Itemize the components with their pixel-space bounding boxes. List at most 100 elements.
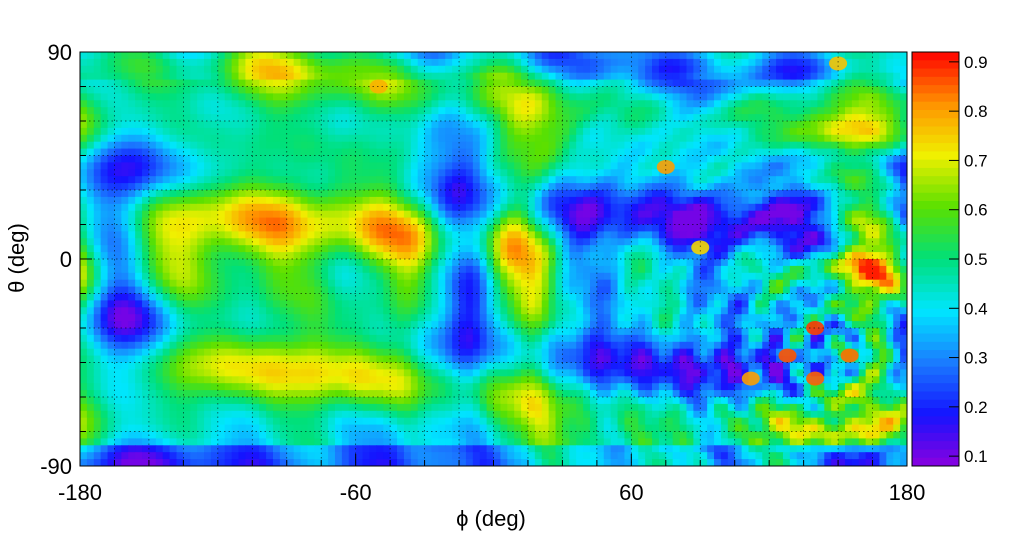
- heatmap-cell: [824, 141, 832, 150]
- heatmap-cell: [410, 190, 419, 198]
- heatmap-cell: [596, 286, 605, 295]
- heatmap-cell: [452, 52, 460, 60]
- heatmap-cell: [238, 141, 246, 150]
- heatmap-cell: [362, 293, 371, 301]
- heatmap-cell: [348, 79, 357, 88]
- heatmap-cell: [514, 93, 522, 101]
- heatmap-cell: [390, 183, 398, 191]
- heatmap-cell: [334, 217, 343, 226]
- heatmap-cell: [789, 52, 798, 60]
- heatmap-cell: [272, 203, 281, 212]
- heatmap-cell: [851, 176, 860, 184]
- heatmap-cell: [286, 183, 295, 191]
- heatmap-cell: [893, 314, 901, 322]
- heatmap-cell: [259, 245, 267, 253]
- heatmap-cell: [803, 86, 812, 94]
- heatmap-cell: [693, 121, 701, 129]
- heatmap-cell: [121, 141, 129, 150]
- heatmap-cell: [741, 196, 750, 205]
- heatmap-cell: [851, 300, 860, 308]
- heatmap-cell: [645, 183, 653, 191]
- heatmap-cell: [886, 183, 894, 191]
- heatmap-cell: [155, 203, 164, 212]
- heatmap-cell: [355, 196, 364, 205]
- heatmap-cell: [300, 321, 309, 329]
- heatmap-cell: [314, 176, 322, 184]
- heatmap-cell: [142, 176, 150, 184]
- heatmap-cell: [204, 141, 212, 150]
- heatmap-cell: [390, 121, 398, 129]
- heatmap-cell: [210, 100, 219, 108]
- heatmap-cell: [169, 155, 178, 163]
- heatmap-cell: [217, 100, 226, 108]
- heatmap-cell: [789, 127, 798, 136]
- heatmap-cell: [438, 293, 446, 301]
- heatmap-cell: [472, 107, 481, 115]
- heatmap-cell: [796, 155, 805, 163]
- heatmap-cell: [224, 328, 233, 336]
- heatmap-cell: [679, 134, 688, 143]
- heatmap-cell: [872, 183, 881, 191]
- heatmap-cell: [658, 321, 667, 329]
- heatmap-cell: [328, 121, 336, 129]
- heatmap-cell: [142, 107, 150, 115]
- heatmap-cell: [851, 127, 860, 136]
- heatmap-cell: [176, 52, 184, 60]
- heatmap-cell: [727, 279, 736, 288]
- heatmap-cell: [135, 162, 143, 170]
- heatmap-cell: [266, 58, 274, 67]
- heatmap-cell: [555, 231, 564, 239]
- heatmap-cell: [493, 238, 501, 246]
- heatmap-cell: [417, 203, 426, 212]
- heatmap-cell: [417, 162, 426, 170]
- heatmap-cell: [148, 259, 157, 267]
- heatmap-cell: [479, 245, 488, 253]
- heatmap-cell: [638, 121, 646, 129]
- heatmap-cell: [403, 293, 412, 301]
- heatmap-cell: [459, 245, 467, 253]
- heatmap-cell: [190, 121, 198, 129]
- heatmap-cell: [314, 52, 322, 60]
- heatmap-cell: [817, 210, 825, 219]
- heatmap-cell: [796, 65, 805, 74]
- heatmap-cell: [617, 52, 626, 60]
- heatmap-cell: [197, 190, 205, 198]
- heatmap-cell: [521, 217, 529, 226]
- heatmap-cell: [555, 65, 564, 74]
- heatmap-cell: [631, 155, 639, 163]
- heatmap-cell: [307, 100, 315, 108]
- heatmap-cell: [796, 93, 805, 101]
- heatmap-cell: [128, 217, 136, 226]
- heatmap-cell: [562, 272, 570, 281]
- heatmap-cell: [348, 121, 357, 129]
- heatmap-cell: [893, 176, 901, 184]
- heatmap-cell: [438, 134, 446, 143]
- heatmap-cell: [479, 176, 488, 184]
- heatmap-cell: [782, 265, 791, 274]
- heatmap-cell: [148, 293, 157, 301]
- heatmap-cell: [624, 121, 632, 129]
- heatmap-cell: [534, 127, 543, 136]
- heatmap-cell: [204, 72, 212, 81]
- heatmap-cell: [603, 293, 612, 301]
- heatmap-cell: [762, 328, 770, 336]
- heatmap-cell: [452, 134, 460, 143]
- heatmap-cell: [279, 328, 288, 336]
- heatmap-cell: [500, 293, 508, 301]
- heatmap-cell: [197, 148, 205, 157]
- heatmap-cell: [555, 210, 564, 219]
- heatmap-cell: [631, 114, 639, 122]
- heatmap-cell: [652, 52, 660, 60]
- heatmap-cell: [865, 224, 874, 232]
- heatmap-cell: [824, 107, 832, 115]
- heatmap-cell: [383, 134, 391, 143]
- heatmap-cell: [755, 114, 763, 122]
- heatmap-cell: [286, 155, 295, 163]
- heatmap-cell: [493, 134, 501, 143]
- heatmap-cell: [486, 190, 495, 198]
- heatmap-cell: [80, 314, 88, 322]
- heatmap-cell: [369, 265, 377, 274]
- heatmap-cell: [272, 252, 281, 260]
- heatmap-cell: [589, 141, 598, 150]
- heatmap-cell: [438, 169, 446, 177]
